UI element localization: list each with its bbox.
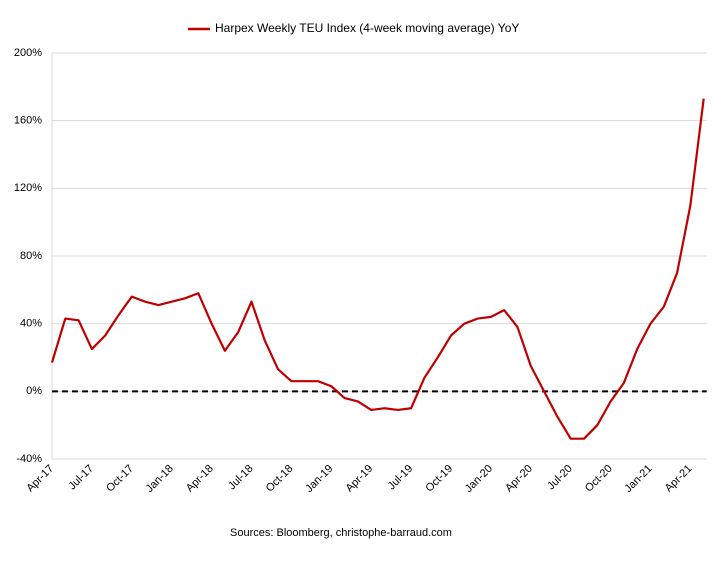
y-tick-label: 160% (14, 115, 42, 127)
x-tick-label: Jan-21 (622, 463, 654, 495)
y-tick-label: 200% (14, 47, 42, 59)
x-tick-label: Oct-20 (583, 463, 615, 495)
x-tick-label: Jan-18 (144, 463, 176, 495)
x-tick-label: Jan-19 (303, 463, 335, 495)
x-tick-label: Jul-18 (226, 463, 256, 493)
x-tick-label: Apr-19 (344, 463, 376, 495)
source: Sources: Bloomberg, christophe-barraud.c… (230, 527, 452, 539)
x-tick-label: Jul-20 (545, 463, 575, 493)
x-tick-label: Jul-17 (66, 463, 96, 493)
x-tick-label: Apr-20 (503, 463, 535, 495)
y-tick-label: 0% (26, 385, 42, 397)
x-tick-label: Oct-19 (423, 463, 455, 495)
x-tick-label: Apr-17 (24, 463, 56, 495)
x-tick-label: Jan-20 (463, 463, 495, 495)
y-tick-label: -40% (16, 453, 42, 465)
series-line (50, 98, 705, 440)
y-tick-label: 120% (14, 182, 42, 194)
x-tick-label: Jul-19 (386, 463, 416, 493)
y-tick-label: 40% (20, 318, 42, 330)
y-tick-label: 80% (20, 250, 42, 262)
x-tick-label: Apr-21 (663, 463, 695, 495)
x-tick-label: Apr-18 (184, 463, 216, 495)
legend-label: Harpex Weekly TEU Index (4-week moving a… (215, 21, 519, 35)
x-tick-label: Oct-17 (104, 463, 136, 495)
x-tick-label: Oct-18 (264, 463, 296, 495)
